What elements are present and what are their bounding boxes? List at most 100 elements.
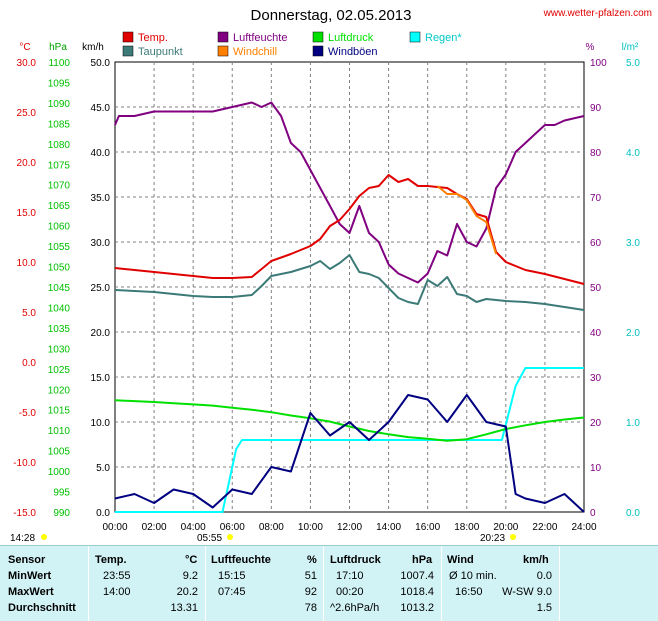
wind-value: 1.5 [536, 602, 552, 614]
rain-tick-label: 1.0 [626, 418, 640, 429]
chart-title: Donnerstag, 02.05.2013 [251, 7, 412, 24]
daylength-label: 14:28 [10, 533, 35, 544]
humidity-tick-label: 40 [590, 328, 602, 339]
humidity-time: 07:45 [218, 586, 246, 598]
legend-swatch [312, 45, 324, 57]
stats-row-min: MinWert 23:55 9.2 15:15 51 17:10 1007.4 … [0, 568, 658, 584]
site-link[interactable]: www.wetter-pfalzen.com [543, 8, 652, 19]
humidity-tick-label: 20 [590, 418, 602, 429]
temp-tick-label: 5.0 [22, 308, 36, 319]
divider [441, 546, 442, 621]
rain-tick-label: 4.0 [626, 148, 640, 159]
x-tick-label: 12:00 [337, 522, 362, 533]
legend-swatch [217, 45, 229, 57]
series-line-regen [115, 367, 584, 513]
temp-unit-header: °C [185, 554, 198, 566]
pressure-value: 1013.2 [400, 602, 434, 614]
wind-time: 16:50 [455, 586, 483, 598]
legend-label: Taupunkt [138, 46, 183, 58]
x-tick-label: 10:00 [298, 522, 323, 533]
temp-value: 20.2 [176, 586, 198, 598]
temp-time: 23:55 [103, 570, 131, 582]
legend-label: Temp. [138, 32, 168, 44]
rain-tick-label: 2.0 [626, 328, 640, 339]
humidity-value: 92 [304, 586, 317, 598]
stats-header-row: Sensor Temp. °C Luftfeuchte % Luftdruck … [0, 552, 658, 568]
weather-chart: 00:00 02:00 04:00 06:00 08:00 10:00 12:00 14:00… [10, 7, 652, 544]
temp-tick-label: 30.0 [17, 58, 37, 69]
pressure-tick-label: 1025 [48, 365, 71, 376]
divider [323, 546, 324, 621]
temp-tick-label: -5.0 [19, 408, 37, 419]
row-label: Durchschnitt [8, 602, 76, 614]
legend: Temp. Taupunkt Luftfeuchte Windchill Luftdru… [122, 31, 462, 58]
row-label: MinWert [8, 570, 52, 582]
pressure-tick-label: 1005 [48, 447, 71, 458]
x-tick-label: 00:00 [102, 522, 127, 533]
wind-tick-label: 20.0 [91, 328, 111, 339]
temp-value: 9.2 [182, 570, 198, 582]
legend-swatch [409, 31, 421, 43]
wind-time: Ø 10 min. [449, 570, 497, 582]
chart-header: Donnerstag, 02.05.2013 www.wetter-pfalze… [19, 7, 652, 53]
humidity-tick-label: 60 [590, 238, 602, 249]
pressure-tick-label: 1020 [48, 385, 71, 396]
pressure-tick-label: 1065 [48, 201, 71, 212]
sun-markers: 14:28 05:55 20:23 [10, 533, 516, 544]
pressure-value: 1018.4 [400, 586, 434, 598]
wind-tick-label: 10.0 [91, 418, 111, 429]
legend-label: Regen* [425, 32, 462, 44]
temp-tick-label: -10.0 [13, 458, 36, 469]
pressure-tick-label: 1050 [48, 263, 71, 274]
humidity-tick-label: 80 [590, 148, 602, 159]
pressure-tick-label: 1075 [48, 160, 71, 171]
x-tick-label: 24:00 [571, 522, 596, 533]
x-tick-label: 18:00 [454, 522, 479, 533]
x-tick-label: 14:00 [376, 522, 401, 533]
legend-label: Windchill [233, 46, 277, 58]
rain-tick-label: 0.0 [626, 508, 640, 519]
wind-tick-label: 40.0 [91, 148, 111, 159]
legend-swatch [217, 31, 229, 43]
humidity-tick-label: 10 [590, 463, 602, 474]
sunset-label: 20:23 [480, 533, 505, 544]
humidity-header: Luftfeuchte [211, 554, 271, 566]
temp-unit-label: °C [19, 42, 30, 53]
stats-table: Sensor Temp. °C Luftfeuchte % Luftdruck … [0, 545, 658, 621]
series-line-windböen [114, 394, 585, 513]
x-tick-label: 06:00 [220, 522, 245, 533]
pressure-unit-label: hPa [49, 42, 67, 53]
series-layer [114, 101, 585, 513]
divider [559, 546, 560, 621]
series-line-taupunkt [114, 254, 585, 311]
legend-swatch [122, 45, 134, 57]
wind-tick-label: 35.0 [91, 193, 111, 204]
wind-value: W-SW 9.0 [502, 586, 552, 598]
rain-tick-label: 3.0 [626, 238, 640, 249]
humidity-unit-label: % [586, 42, 595, 53]
x-tick-label: 02:00 [142, 522, 167, 533]
temp-tick-label: 20.0 [17, 158, 37, 169]
wind-tick-label: 25.0 [91, 283, 111, 294]
rain-tick-label: 5.0 [626, 58, 640, 69]
x-tick-label: 22:00 [532, 522, 557, 533]
legend-swatch [122, 31, 134, 43]
humidity-time: 15:15 [218, 570, 246, 582]
x-tick-label: 16:00 [415, 522, 440, 533]
pressure-tick-label: 1070 [48, 181, 71, 192]
pressure-tick-label: 1095 [48, 78, 71, 89]
x-tick-label: 20:00 [493, 522, 518, 533]
wind-header: Wind [447, 554, 474, 566]
pressure-tick-label: 1060 [48, 222, 71, 233]
pressure-tick-label: 1040 [48, 303, 71, 314]
humidity-tick-label: 30 [590, 373, 602, 384]
pressure-tick-label: 1015 [48, 406, 71, 417]
pressure-time: 17:10 [336, 570, 364, 582]
temp-tick-label: 15.0 [17, 208, 37, 219]
wind-value: 0.0 [536, 570, 552, 582]
pressure-unit-header: hPa [412, 554, 433, 566]
temp-value: 13.31 [170, 602, 198, 614]
series-line-windchill [436, 185, 498, 255]
temp-tick-label: 25.0 [17, 108, 37, 119]
pressure-tick-label: 1100 [48, 58, 70, 69]
